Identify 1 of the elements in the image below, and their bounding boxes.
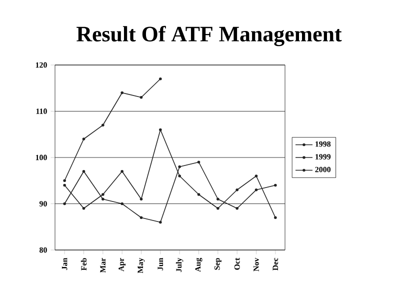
chart-title: Result Of ATF Management [76, 26, 342, 46]
